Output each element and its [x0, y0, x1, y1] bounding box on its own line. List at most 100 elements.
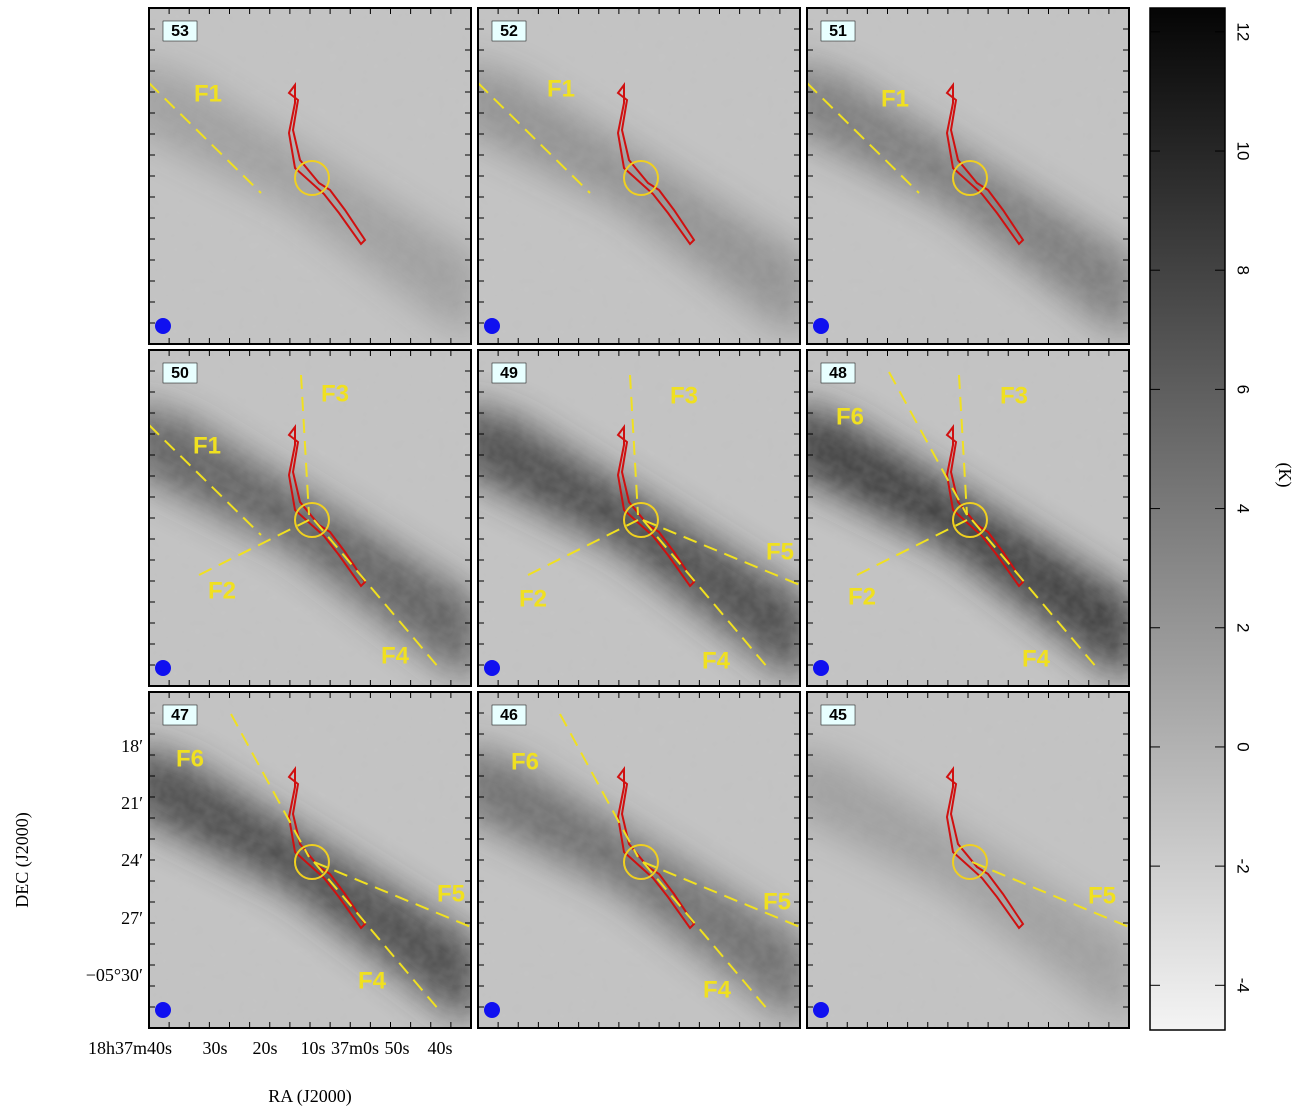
filament-label: F5: [437, 880, 465, 907]
panel-frame: [148, 7, 472, 345]
source-circle: [294, 502, 330, 538]
source-circle: [952, 844, 988, 880]
source-circle: [623, 844, 659, 880]
red-contour: [287, 424, 367, 588]
filament-line: [642, 519, 769, 669]
filament-label: F5: [763, 888, 791, 915]
source-circle: [952, 160, 988, 196]
red-contour: [945, 766, 1025, 930]
filament-label: F3: [321, 380, 349, 407]
channel-box: [491, 704, 527, 726]
colorbar-tick-label: 8: [1234, 265, 1253, 274]
filament-line: [149, 82, 262, 194]
colorbar-tick-label: 12: [1234, 22, 1253, 41]
source-circle: [294, 160, 330, 196]
filament-line: [958, 374, 968, 516]
map: F1: [149, 8, 471, 344]
filament-label: F3: [670, 382, 698, 409]
x-tick-label: 18h37m40s: [88, 1038, 172, 1058]
channel-label: 49: [500, 365, 518, 382]
map: F6 F3 F2 F4: [807, 350, 1129, 686]
noise: [807, 692, 1129, 1028]
x-axis-label: RA (J2000): [268, 1086, 352, 1107]
channel-label: 51: [829, 23, 847, 40]
beam: [813, 660, 829, 676]
y-tick-label: 24′: [121, 850, 143, 870]
beam: [155, 1002, 171, 1018]
filament-line: [149, 424, 262, 536]
x-tick-label: 40s: [427, 1038, 452, 1058]
beam: [484, 318, 500, 334]
channel-box: [162, 20, 198, 42]
filament-label: F2: [208, 577, 236, 604]
filament-line: [313, 519, 440, 669]
panel-frame: [806, 349, 1130, 687]
map: F1: [478, 8, 800, 344]
channel-panel: F3 F5 F2 F4 49: [477, 349, 801, 687]
panel-frame: [477, 349, 801, 687]
channel-label: 45: [829, 707, 847, 724]
channel-label: 46: [500, 707, 518, 724]
x-tick-label: 10s: [300, 1038, 325, 1058]
filament-label: F5: [766, 538, 794, 565]
channel-box: [162, 704, 198, 726]
y-tick-label: 21′: [121, 793, 143, 813]
colorbar-tick-label: 0: [1234, 742, 1253, 751]
filament-line: [300, 374, 310, 516]
channel-panel: F1 52: [477, 7, 801, 345]
channel-box: [820, 362, 856, 384]
colorbar-tick-label: -2: [1234, 859, 1253, 874]
colorbar: [1149, 7, 1226, 1031]
colorbar-tick-label: 2: [1234, 623, 1253, 632]
filament-label: F5: [1088, 882, 1116, 909]
channel-panel: F6 F5 F4 47: [148, 691, 472, 1029]
panel-frame: [148, 349, 472, 687]
y-tick-label: 18′: [121, 736, 143, 756]
beam: [813, 318, 829, 334]
channel-label: 48: [829, 365, 847, 382]
filament-line: [888, 371, 968, 516]
filament-label: F1: [547, 75, 575, 102]
filament-label: F4: [1022, 645, 1051, 672]
noise: [149, 8, 471, 344]
beam: [484, 660, 500, 676]
map: F6 F5 F4: [478, 692, 800, 1028]
channel-panel: F1 51: [806, 7, 1130, 345]
y-tick-label: 27′: [121, 908, 143, 928]
filament-line: [478, 82, 591, 194]
noise: [807, 8, 1129, 344]
panel-frame: [806, 7, 1130, 345]
map: F3 F5 F2 F4: [478, 350, 800, 686]
filament-line: [642, 519, 800, 586]
source-circle: [294, 844, 330, 880]
filament-line: [971, 861, 1129, 928]
red-contour: [945, 82, 1025, 246]
panel-frame: [148, 691, 472, 1029]
filament-label: F3: [1000, 382, 1028, 409]
map: F1: [807, 8, 1129, 344]
x-tick-label: 50s: [384, 1038, 409, 1058]
panel-frame: [477, 7, 801, 345]
channel-label: 47: [171, 707, 189, 724]
channel-panel: F5 45: [806, 691, 1130, 1029]
channel-panel: F6 F5 F4 46: [477, 691, 801, 1029]
filament-line: [313, 861, 440, 1011]
red-contour: [287, 82, 367, 246]
filament-line: [971, 519, 1098, 669]
source-circle: [952, 502, 988, 538]
red-contour: [616, 82, 696, 246]
noise: [807, 350, 1129, 686]
red-contour: [287, 766, 367, 930]
map: F6 F5 F4: [149, 692, 471, 1028]
panel-frame: [806, 691, 1130, 1029]
colorbar-tick-label: 10: [1234, 142, 1253, 161]
channel-box: [820, 20, 856, 42]
beam: [813, 1002, 829, 1018]
y-tick-label: −05°30′: [86, 965, 143, 985]
noise: [149, 692, 471, 1028]
filament-label: F4: [358, 967, 387, 994]
noise: [478, 692, 800, 1028]
channel-panel: F3 F1 F2 F4 50: [148, 349, 472, 687]
map: F5: [807, 692, 1129, 1028]
colorbar-tick-label: 6: [1234, 385, 1253, 394]
